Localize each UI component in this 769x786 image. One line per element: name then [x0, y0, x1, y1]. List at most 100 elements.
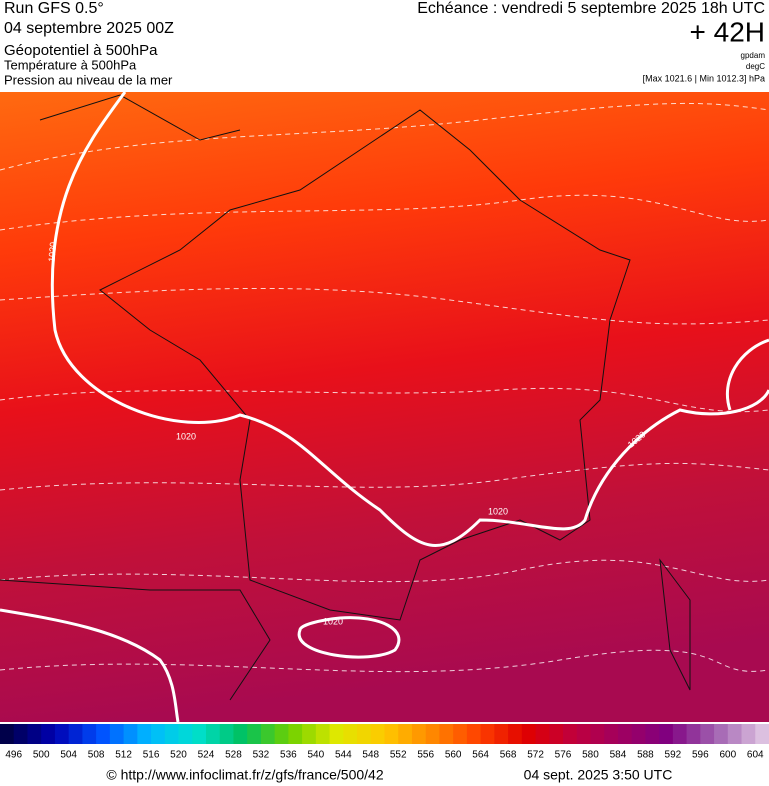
field: Température à 500hPa	[4, 57, 137, 72]
colorbar-label: 584	[610, 750, 627, 761]
isobar-label: 1020	[323, 616, 343, 626]
colorbar-segment	[27, 724, 42, 744]
colorbar-segment	[357, 724, 372, 744]
isobars	[0, 91, 769, 723]
colorbar-label: 588	[637, 750, 654, 761]
unit: gpdam	[741, 51, 766, 60]
colorbar-label: 524	[198, 750, 215, 761]
colorbar-segment	[508, 724, 523, 744]
colorbar-segment	[0, 724, 15, 744]
colorbar-label: 540	[307, 750, 324, 761]
colorbar-segment	[411, 724, 427, 744]
colorbar-label: 520	[170, 750, 187, 761]
colorbar-segment	[686, 724, 701, 744]
colorbar-label: 592	[665, 750, 682, 761]
colorbar-segment	[68, 724, 83, 744]
colorbar-label: 496	[5, 750, 22, 761]
colorbar-label: 532	[253, 750, 270, 761]
colorbar-label: 580	[582, 750, 599, 761]
colorbar-segment	[151, 724, 166, 744]
colorbar-segment	[164, 724, 180, 744]
colorbar-segment	[563, 724, 578, 744]
colorbar-segment	[659, 724, 674, 744]
colorbar-segment	[54, 724, 70, 744]
colorbar-segment	[672, 724, 688, 744]
colorbar-label: 604	[747, 750, 764, 761]
source: © http://www.infoclimat.fr/z/gfs/france/…	[106, 767, 383, 783]
colorbar-segment	[480, 724, 495, 744]
coastline	[0, 94, 691, 701]
colorbar-segment	[466, 724, 482, 744]
colorbar-segment	[96, 724, 111, 744]
colorbar-segment	[727, 724, 743, 744]
colorbar-label: 516	[143, 750, 160, 761]
colorbar-segment	[645, 724, 660, 744]
colorbar-segment	[274, 724, 289, 744]
isobar-label: 1020	[176, 431, 196, 441]
colorbar-segment	[700, 724, 715, 744]
colorbar-label: 560	[445, 750, 462, 761]
colorbar-segment	[741, 724, 756, 744]
colorbar-segment	[398, 724, 413, 744]
field: Géopotentiel à 500hPa	[4, 42, 158, 59]
colorbar-segment	[247, 724, 262, 744]
colorbar-label: 548	[362, 750, 379, 761]
colorbar-segment	[590, 724, 605, 744]
colorbar-segment	[260, 724, 276, 744]
unit: degC	[746, 62, 765, 71]
colorbar-label: 600	[719, 750, 736, 761]
colorbar-segment	[288, 724, 303, 744]
colorbar-segment	[714, 724, 729, 744]
colorbar-label: 556	[417, 750, 434, 761]
colorbar-label: 568	[500, 750, 517, 761]
colorbar-segment	[219, 724, 234, 744]
colorbar-segment	[302, 724, 317, 744]
colorbar-segment	[384, 724, 399, 744]
colorbar-label: 504	[60, 750, 77, 761]
colorbar-segment	[604, 724, 619, 744]
colorbar-label: 596	[692, 750, 709, 761]
colorbar-segment	[123, 724, 138, 744]
colorbar-segment	[13, 724, 28, 744]
colorbar-segment	[439, 724, 454, 744]
colorbar-segment	[178, 724, 193, 744]
colorbar-segment	[631, 724, 646, 744]
colorbar-segment	[109, 724, 125, 744]
valid-time: Echéance : vendredi 5 septembre 2025 18h…	[417, 0, 765, 17]
colorbar-label: 536	[280, 750, 297, 761]
colorbar-segment	[494, 724, 509, 744]
isobar-label: 1020	[47, 242, 59, 263]
colorbar-segment	[192, 724, 207, 744]
colorbar-label: 564	[472, 750, 489, 761]
colorbar-label: 552	[390, 750, 407, 761]
colorbar: 496 500 504 508 512 516 520 524 528 532 536 540 544 5…	[0, 724, 769, 761]
isobar-label: 1020	[488, 506, 508, 516]
run: Run GFS 0.5°	[4, 0, 104, 17]
colorbar-label: 576	[555, 750, 572, 761]
colorbar-segment	[755, 724, 769, 744]
colorbar-label: 512	[115, 750, 132, 761]
colorbar-label: 528	[225, 750, 242, 761]
colorbar-segment	[315, 724, 331, 744]
field: Pression au niveau de la mer	[4, 72, 173, 87]
map-field	[0, 92, 769, 722]
colorbar-segment	[453, 724, 468, 744]
colorbar-segment	[343, 724, 358, 744]
run-date: 04 septembre 2025 00Z	[4, 20, 174, 37]
timestamp: 04 sept. 2025 3:50 UTC	[524, 767, 673, 783]
colorbar-label: 508	[88, 750, 105, 761]
colorbar-segment	[549, 724, 564, 744]
lead-time: + 42H	[690, 16, 766, 47]
colorbar-segment	[329, 724, 344, 744]
pressure-range: [Max 1021.6 | Min 1012.3] hPa	[643, 73, 765, 83]
colorbar-segment	[233, 724, 248, 744]
colorbar-label: 500	[33, 750, 50, 761]
colorbar-segment	[425, 724, 440, 744]
colorbar-segment	[535, 724, 550, 744]
colorbar-label: 572	[527, 750, 544, 761]
map: 1020 1020 1020 1020 1020	[0, 91, 769, 723]
colorbar-label: 544	[335, 750, 352, 761]
colorbar-segment	[370, 724, 385, 744]
